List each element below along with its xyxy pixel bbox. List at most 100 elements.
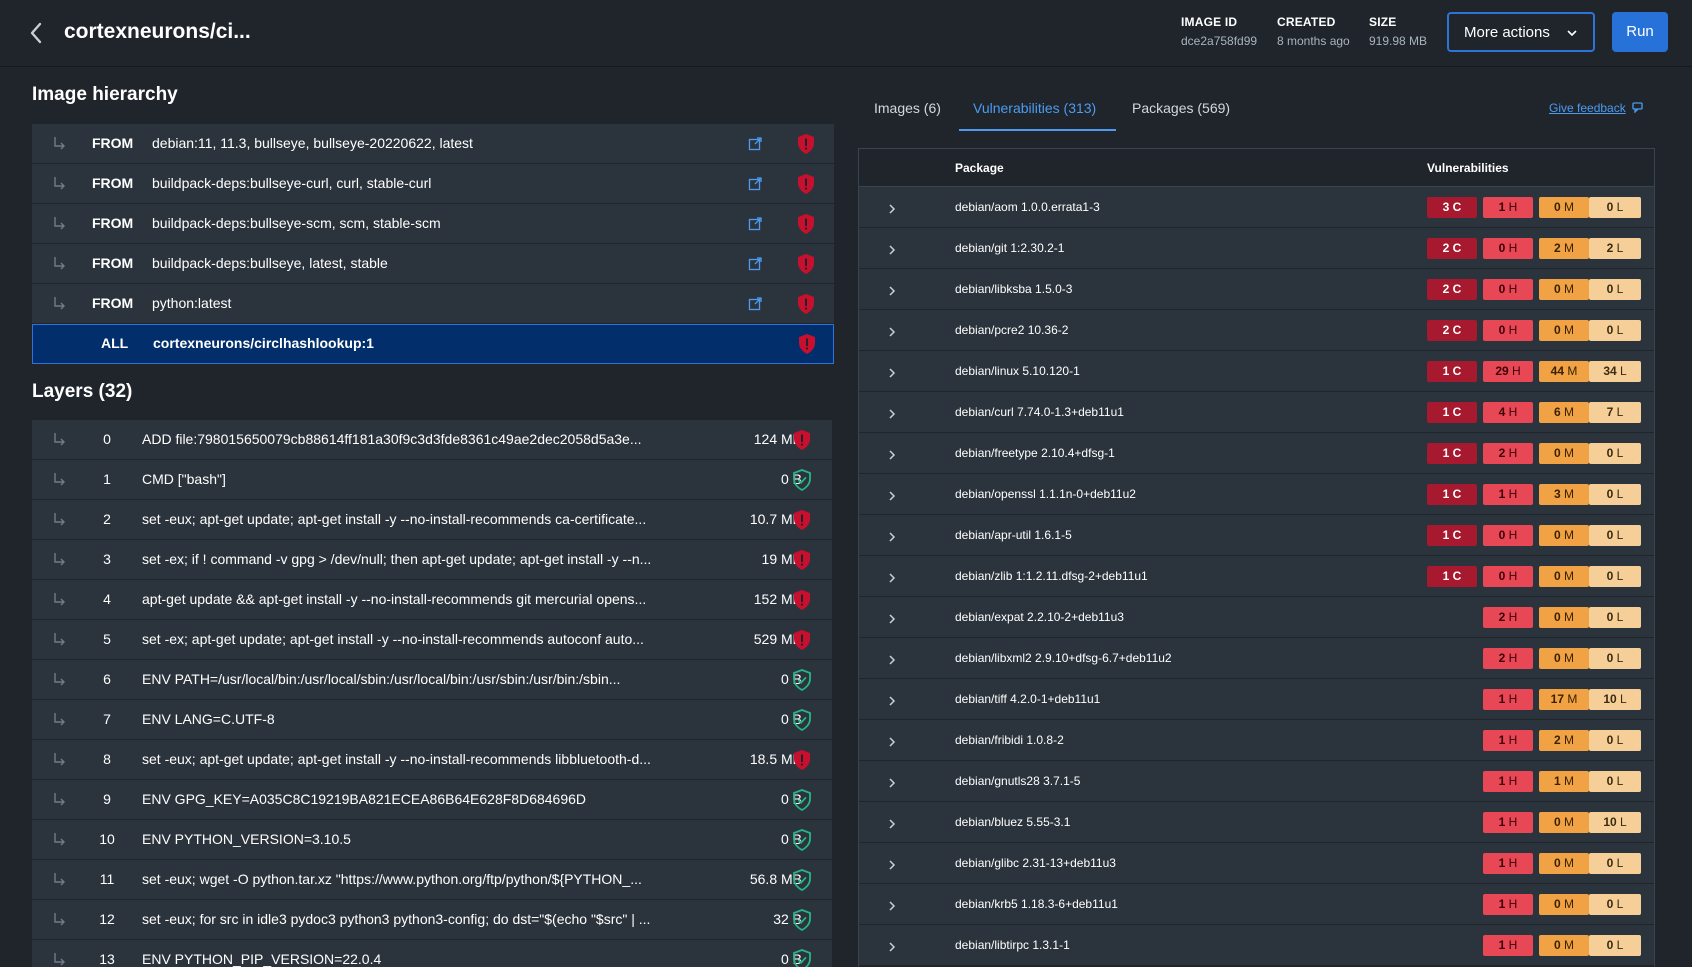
expand-chevron-icon[interactable] <box>887 366 897 378</box>
expand-chevron-icon[interactable] <box>887 243 897 255</box>
shield-check-icon <box>792 949 812 967</box>
expand-chevron-icon[interactable] <box>887 653 897 665</box>
expand-chevron-icon[interactable] <box>887 940 897 952</box>
layer-row[interactable]: 8 set -eux; apt-get update; apt-get insta… <box>32 740 832 780</box>
badge-count: 1 <box>1498 774 1506 788</box>
tab-images[interactable]: Images (6) <box>874 100 941 116</box>
child-arrow-icon <box>52 296 66 310</box>
layer-row[interactable]: 5 set -ex; apt-get update; apt-get instal… <box>32 620 832 660</box>
package-row[interactable]: debian/zlib 1:1.2.11.dfsg-2+deb11u1 1 C 0 … <box>859 556 1654 597</box>
expand-chevron-icon[interactable] <box>887 448 897 460</box>
expand-chevron-icon[interactable] <box>887 325 897 337</box>
layer-row[interactable]: 9 ENV GPG_KEY=A035C8C19219BA821ECEA86B64E… <box>32 780 832 820</box>
expand-chevron-icon[interactable] <box>887 202 897 214</box>
expand-chevron-icon[interactable] <box>887 407 897 419</box>
expand-chevron-icon[interactable] <box>887 284 897 296</box>
layer-row[interactable]: 6 ENV PATH=/usr/local/bin:/usr/local/sbin… <box>32 660 832 700</box>
low-count-badge: 0 L <box>1589 648 1641 669</box>
package-name: debian/bluez 5.55-3.1 <box>955 815 1071 829</box>
back-button[interactable] <box>26 20 48 46</box>
hierarchy-image-name: python:latest <box>152 295 232 311</box>
layer-row[interactable]: 0 ADD file:798015650079cb88614ff181a30f9c… <box>32 420 832 460</box>
package-name: debian/libksba 1.5.0-3 <box>955 282 1073 296</box>
hierarchy-row[interactable]: FROM debian:11, 11.3, bullseye, bullseye-… <box>32 124 834 164</box>
layer-row[interactable]: 10 ENV PYTHON_VERSION=3.10.5 0 B <box>32 820 832 860</box>
layer-row[interactable]: 2 set -eux; apt-get update; apt-get insta… <box>32 500 832 540</box>
tab-vulnerabilities[interactable]: Vulnerabilities (313) <box>973 100 1097 116</box>
layer-row[interactable]: 12 set -eux; for src in idle3 pydoc3 pyth… <box>32 900 832 940</box>
more-actions-button[interactable]: More actions <box>1447 12 1595 52</box>
critical-count-badge: 3 C <box>1427 197 1477 218</box>
shield-alert-icon <box>796 173 816 195</box>
hierarchy-row[interactable]: FROM buildpack-deps:bullseye-scm, scm, st… <box>32 204 834 244</box>
low-count-badge: 34 L <box>1589 361 1641 382</box>
medium-count-badge: 0 M <box>1539 320 1589 341</box>
expand-chevron-icon[interactable] <box>887 612 897 624</box>
package-name: debian/apr-util 1.6.1-5 <box>955 528 1072 542</box>
package-row[interactable]: debian/tiff 4.2.0-1+deb11u1 1 H 17 M 10 L <box>859 679 1654 720</box>
medium-count-badge: 0 M <box>1539 197 1589 218</box>
external-link-icon[interactable] <box>748 137 762 151</box>
badge-count: 0 <box>1606 282 1614 296</box>
expand-chevron-icon[interactable] <box>887 899 897 911</box>
package-row[interactable]: debian/linux 5.10.120-1 1 C 29 H 44 M 34 L <box>859 351 1654 392</box>
package-row[interactable]: debian/bluez 5.55-3.1 1 H 0 M 10 L <box>859 802 1654 843</box>
package-row[interactable]: debian/libxml2 2.9.10+dfsg-6.7+deb11u2 2 … <box>859 638 1654 679</box>
hierarchy-row-selected[interactable]: ALL cortexneurons/circlhashlookup:1 <box>32 324 834 364</box>
layers-list: 0 ADD file:798015650079cb88614ff181a30f9c… <box>32 420 832 967</box>
external-link-icon[interactable] <box>748 217 762 231</box>
layer-row[interactable]: 11 set -eux; wget -O python.tar.xz "https… <box>32 860 832 900</box>
layer-index: 11 <box>99 871 115 887</box>
external-link-icon[interactable] <box>748 177 762 191</box>
expand-chevron-icon[interactable] <box>887 571 897 583</box>
hierarchy-image-name: buildpack-deps:bullseye-curl, curl, stab… <box>152 175 432 191</box>
badge-count: 0 <box>1553 856 1561 870</box>
layer-row[interactable]: 13 ENV PYTHON_PIP_VERSION=22.0.4 0 B <box>32 940 832 967</box>
high-count-badge: 2 H <box>1483 648 1533 669</box>
external-link-icon[interactable] <box>748 257 762 271</box>
expand-chevron-icon[interactable] <box>887 817 897 829</box>
package-name: debian/krb5 1.18.3-6+deb11u1 <box>955 897 1118 911</box>
created-meta: CREATED 8 months ago <box>1277 15 1350 48</box>
give-feedback-link[interactable]: Give feedback <box>1549 101 1626 115</box>
package-row[interactable]: debian/openssl 1.1.1n-0+deb11u2 1 C 1 H 3 M… <box>859 474 1654 515</box>
layer-command: set -eux; apt-get update; apt-get instal… <box>142 511 647 527</box>
hierarchy-row[interactable]: FROM python:latest <box>32 284 834 324</box>
run-button[interactable]: Run <box>1612 12 1668 52</box>
expand-chevron-icon[interactable] <box>887 735 897 747</box>
size-label: SIZE <box>1369 15 1397 29</box>
badge-count: 0 <box>1606 200 1614 214</box>
layer-row[interactable]: 3 set -ex; if ! command -v gpg > /dev/nul… <box>32 540 832 580</box>
badge-count: 2 <box>1442 241 1450 255</box>
layer-row[interactable]: 7 ENV LANG=C.UTF-8 0 B <box>32 700 832 740</box>
expand-chevron-icon[interactable] <box>887 776 897 788</box>
chevron-down-icon <box>1567 30 1577 37</box>
layer-row[interactable]: 4 apt-get update && apt-get install -y --… <box>32 580 832 620</box>
expand-chevron-icon[interactable] <box>887 489 897 501</box>
layer-size: 0 B <box>780 951 802 967</box>
badge-count: 0 <box>1606 446 1614 460</box>
external-link-icon[interactable] <box>748 297 762 311</box>
expand-chevron-icon[interactable] <box>887 530 897 542</box>
hierarchy-row[interactable]: FROM buildpack-deps:bullseye, latest, sta… <box>32 244 834 284</box>
layer-row[interactable]: 1 CMD ["bash"] 0 B <box>32 460 832 500</box>
layer-index: 7 <box>103 711 111 727</box>
expand-chevron-icon[interactable] <box>887 858 897 870</box>
tab-packages[interactable]: Packages (569) <box>1132 100 1231 116</box>
expand-chevron-icon[interactable] <box>887 694 897 706</box>
hierarchy-row[interactable]: FROM buildpack-deps:bullseye-curl, curl, … <box>32 164 834 204</box>
